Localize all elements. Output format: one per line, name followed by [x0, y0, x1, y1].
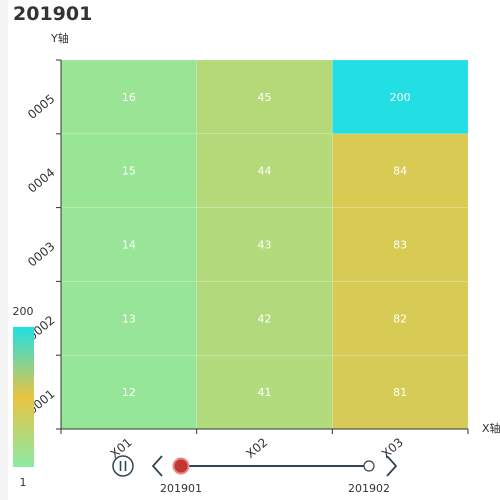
heatmap-cell[interactable]: [60, 59, 197, 135]
chart-title: 201901: [13, 3, 93, 25]
timeline-label: 201902: [348, 482, 390, 495]
cell-value-label: 83: [393, 239, 407, 252]
cell-value-label: 14: [122, 239, 136, 252]
cell-value-label: 13: [122, 312, 136, 325]
cell-value-label: 81: [393, 386, 407, 399]
chevron-left-icon[interactable]: [151, 455, 163, 477]
timeline-label: 201901: [160, 482, 202, 495]
heatmap-cell[interactable]: [196, 59, 333, 135]
cell-value-label: 45: [258, 91, 272, 104]
timeline-current-marker[interactable]: [172, 457, 190, 475]
cell-value-label: 200: [390, 91, 411, 104]
y-tick-label: 0004: [25, 165, 57, 195]
heatmap-cell[interactable]: [196, 354, 333, 430]
heatmap-cell[interactable]: [60, 133, 197, 208]
heatmap-cell[interactable]: [196, 281, 333, 356]
heatmap-cell[interactable]: [196, 207, 333, 282]
cell-value-label: 16: [122, 91, 136, 104]
cell-value-label: 41: [258, 386, 272, 399]
cell-value-label: 12: [122, 386, 136, 399]
heatmap-cell[interactable]: [332, 59, 469, 135]
chevron-right-icon[interactable]: [386, 455, 398, 477]
visual-map-bar[interactable]: [13, 327, 34, 467]
cell-value-label: 82: [393, 312, 407, 325]
timeline-point[interactable]: [363, 460, 375, 472]
x-tick-label: X02: [243, 435, 270, 461]
heatmap-cell[interactable]: [332, 207, 469, 282]
x-axis-title: X轴: [482, 421, 500, 435]
visual-map-max-label: 200: [13, 305, 34, 318]
heatmap-cell[interactable]: [196, 133, 333, 208]
cell-value-label: 15: [122, 165, 136, 178]
timeline: 201901 201902: [112, 455, 398, 495]
y-tick-label: 0003: [25, 239, 57, 269]
heatmap-cell[interactable]: [60, 354, 197, 430]
cell-value-label: 43: [258, 239, 272, 252]
y-tick-label: 0005: [25, 92, 57, 122]
cell-value-label: 84: [393, 165, 407, 178]
pause-icon[interactable]: [112, 455, 134, 477]
y-axis-title: Y轴: [50, 31, 69, 45]
heatmap-cell[interactable]: [332, 354, 469, 430]
visual-map-min-label: 1: [20, 476, 27, 489]
x-tick-label: X03: [379, 435, 406, 461]
cell-value-label: 42: [258, 312, 272, 325]
heatmap-cell[interactable]: [60, 281, 197, 356]
heatmap-cell[interactable]: [332, 281, 469, 356]
heatmap-cells: 12 13 14 15 16 41 42 43 44 45 81 82 83 84 200: [60, 59, 469, 430]
pause-button-ring[interactable]: [112, 455, 134, 477]
cell-value-label: 44: [258, 165, 272, 178]
left-edge-strip: [0, 0, 8, 500]
